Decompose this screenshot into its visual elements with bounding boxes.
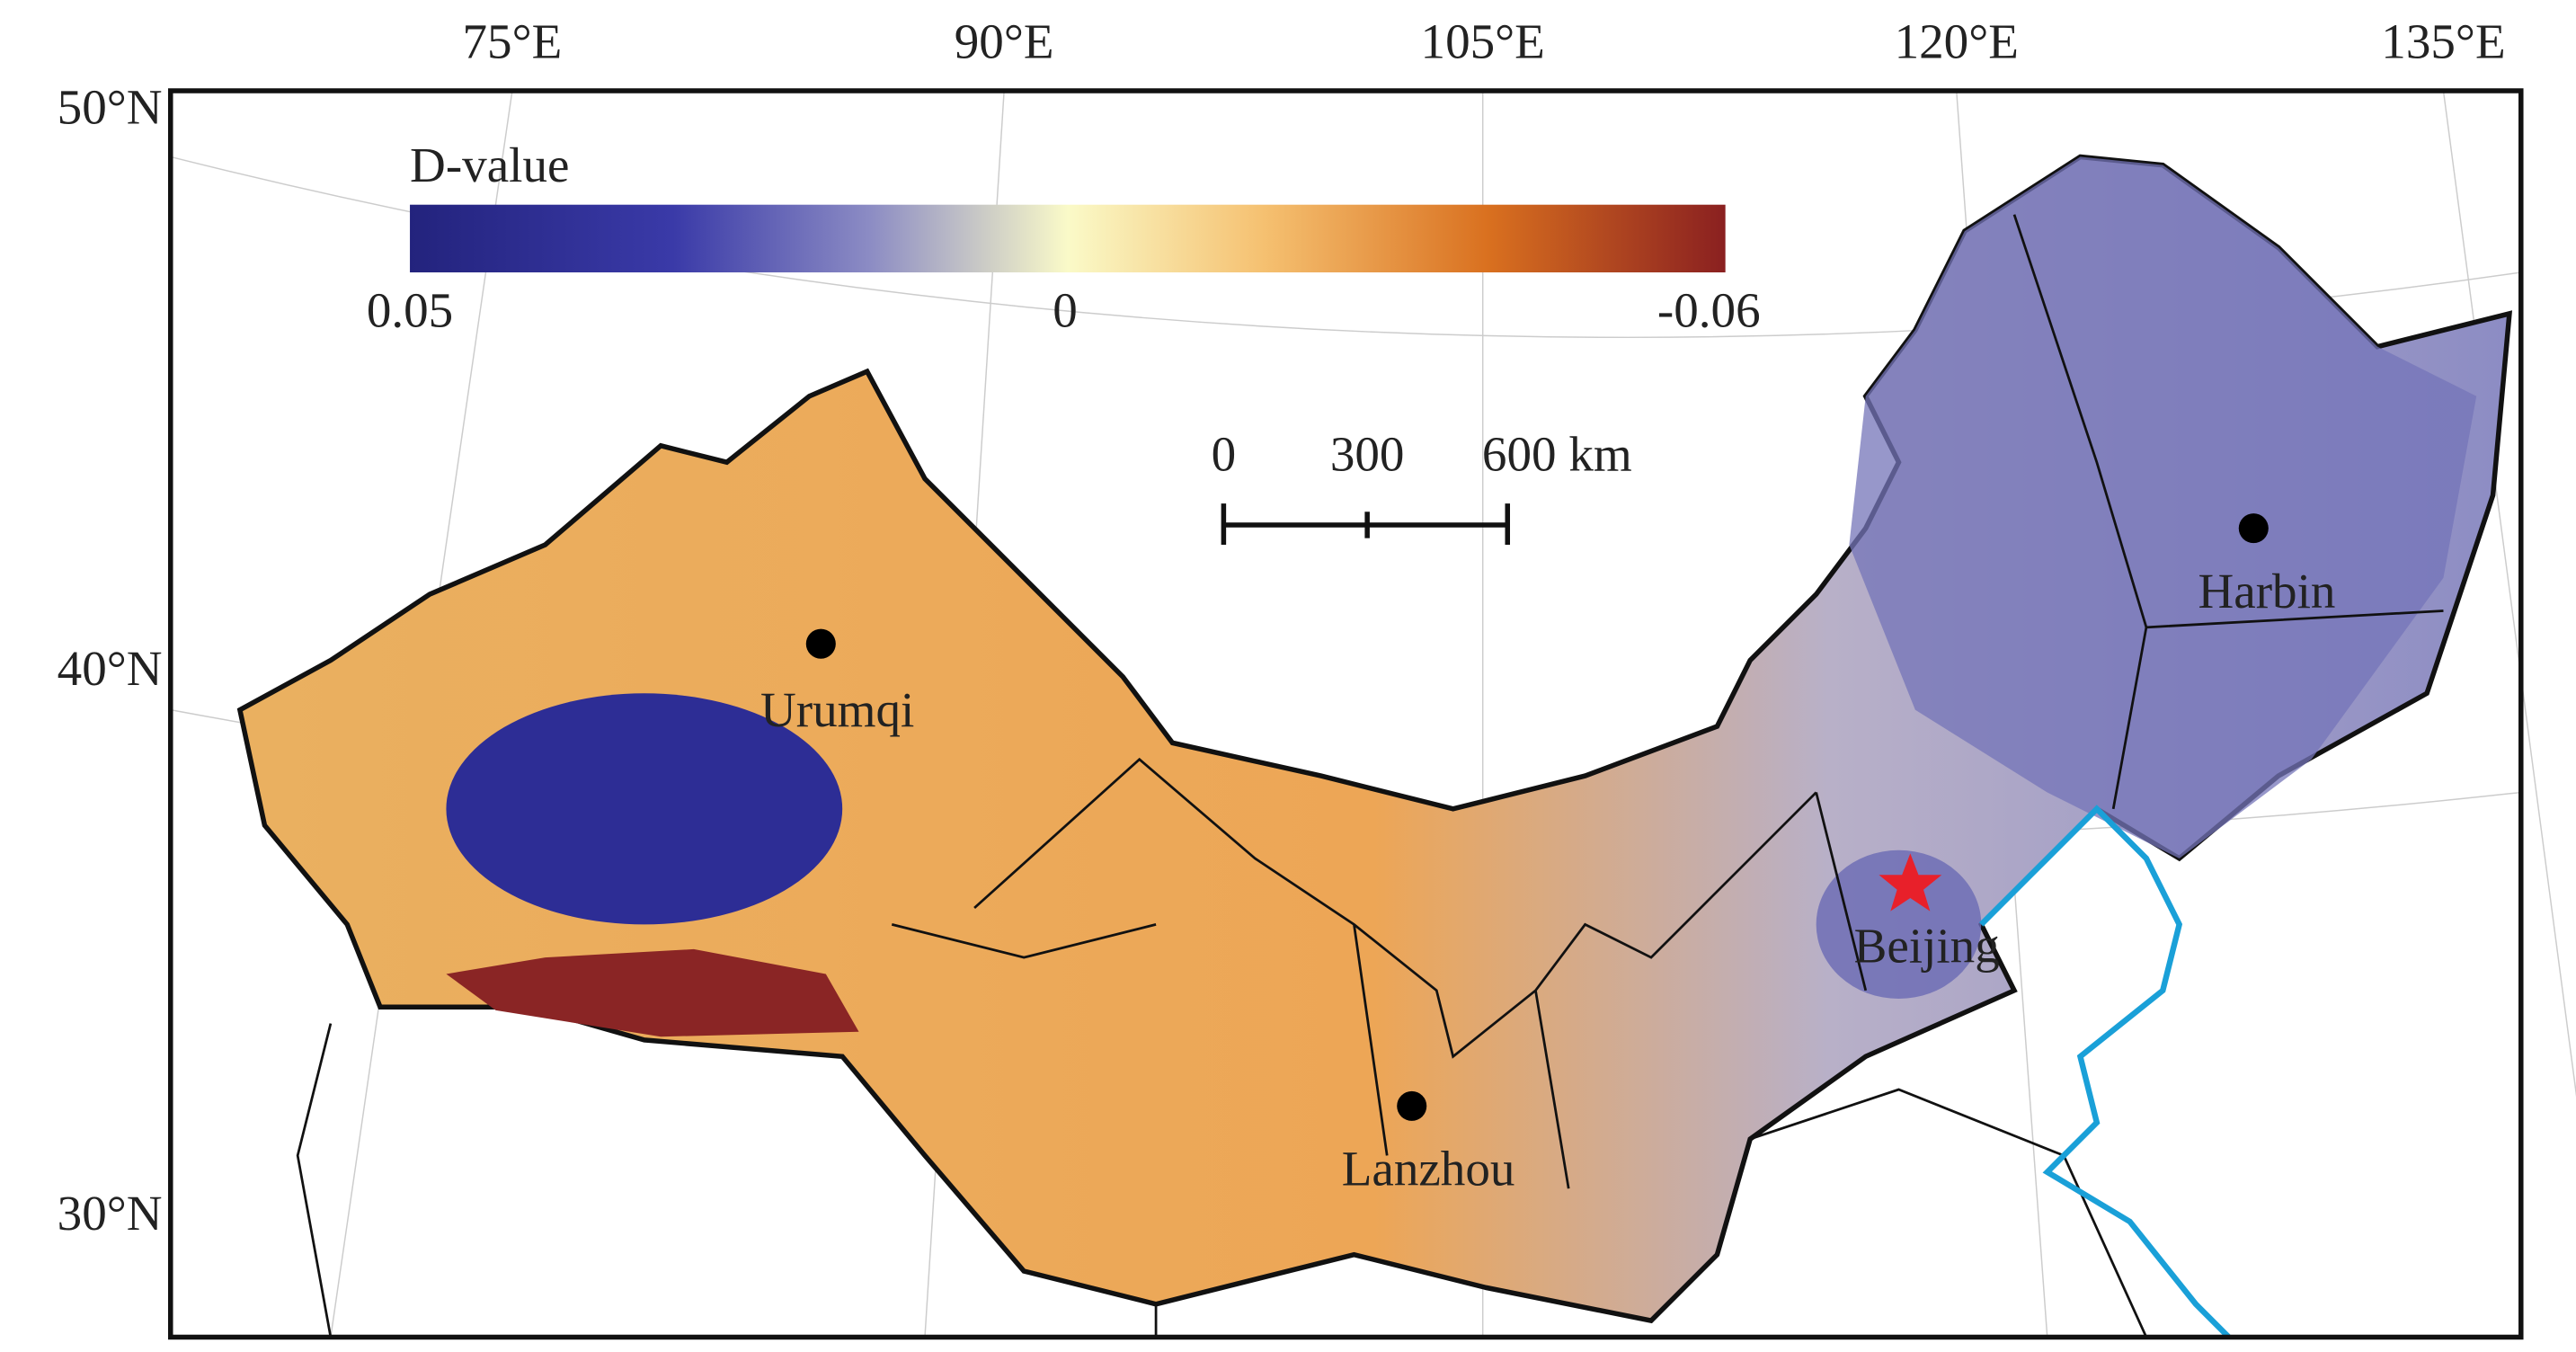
scale-label: 300: [1330, 426, 1405, 481]
lat-label: 40°N: [58, 641, 163, 696]
lon-label: 105°E: [1421, 13, 1545, 68]
colorbar-label: 0: [1053, 283, 1078, 338]
colorbar-label: 0.05: [367, 283, 453, 338]
lon-label: 135°E: [2381, 13, 2505, 68]
province-borders: [891, 214, 2444, 1189]
lat-label: 50°N: [58, 80, 163, 135]
red-anomaly: [446, 948, 859, 1037]
city-dot: [805, 628, 836, 659]
city-label: Urumqi: [760, 682, 914, 737]
city-label: Lanzhou: [1342, 1142, 1515, 1196]
colorbar: [410, 204, 1726, 273]
scale-label: 0: [1212, 426, 1237, 481]
legend-title: D-value: [410, 138, 569, 192]
blue-anomaly: [446, 693, 843, 925]
lon-label: 120°E: [1895, 13, 2019, 68]
lon-labels: 75°E 90°E 105°E 120°E 135°E: [463, 13, 2506, 68]
south-borders: [296, 1023, 2148, 1339]
coastline: [1979, 805, 2232, 1339]
east-blue: [1849, 156, 2477, 858]
colorbar-labels: 0.05 0 -0.06: [367, 283, 1761, 338]
city-label: Harbin: [2198, 564, 2336, 618]
lat-labels: 50°N 40°N 30°N: [58, 80, 163, 1241]
city-labels: Urumqi Lanzhou Harbin Beijing: [760, 564, 2335, 1196]
map-frame: [168, 88, 2524, 1340]
city-dot: [2238, 513, 2269, 544]
colorbar-label: -0.06: [1657, 283, 1761, 338]
city-dot: [1397, 1090, 1427, 1121]
capital-star: [1879, 853, 1942, 912]
scale-bar: [1221, 503, 1510, 546]
lat-label: 30°N: [58, 1186, 163, 1241]
scale-label: 600 km: [1482, 426, 1632, 481]
lon-label: 90°E: [955, 13, 1054, 68]
city-label: Beijing: [1854, 919, 2000, 974]
lon-label: 75°E: [463, 13, 563, 68]
scale-labels: 0 300 600 km: [1212, 426, 1632, 481]
